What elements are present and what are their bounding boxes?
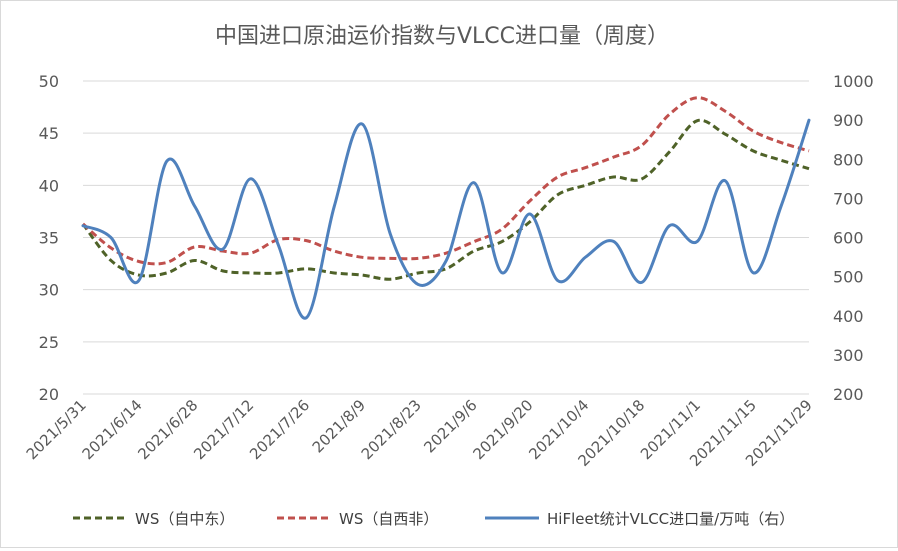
legend-label: WS（自中东）	[135, 510, 234, 528]
left-y-tick-label: 50	[39, 72, 59, 91]
left-y-tick-label: 30	[39, 281, 59, 300]
legend: WS（自中东） WS（自西非） HiFleet统计VLCC进口量/万吨（右）	[73, 510, 794, 528]
series-line	[81, 118, 811, 320]
series-line	[82, 96, 810, 266]
series-lines	[81, 96, 811, 320]
right-y-tick-label: 800	[833, 150, 864, 169]
right-y-tick-label: 400	[833, 307, 864, 326]
series-line	[81, 118, 810, 281]
x-tick-label: 2021/8/23	[358, 396, 425, 463]
x-tick-label: 2021/6/28	[134, 396, 201, 463]
left-y-tick-label: 25	[39, 333, 59, 352]
left-y-tick-label: 35	[39, 229, 59, 248]
right-y-tick-label: 500	[833, 268, 864, 287]
x-tick-label: 2021/7/12	[190, 396, 257, 463]
left-y-tick-label: 45	[39, 124, 59, 143]
left-y-axis: 20 25 30 35 40 45 50	[39, 72, 59, 404]
right-y-tick-label: 300	[833, 346, 864, 365]
right-y-tick-label: 1000	[833, 72, 874, 91]
gridlines	[83, 80, 809, 395]
left-y-tick-label: 20	[39, 385, 59, 404]
right-y-tick-label: 700	[833, 189, 864, 208]
right-y-tick-label: 200	[833, 385, 864, 404]
right-y-axis: 200 300 400 500 600 700 800 900 1000	[833, 72, 874, 404]
right-y-tick-label: 600	[833, 229, 864, 248]
legend-label: WS（自西非）	[339, 510, 438, 528]
x-tick-label: 2021/7/26	[246, 396, 313, 463]
x-tick-label: 2021/6/14	[79, 396, 146, 463]
x-axis: 2021/5/312021/6/142021/6/282021/7/122021…	[23, 396, 816, 470]
x-tick-label: 2021/5/31	[23, 396, 90, 463]
legend-label: HiFleet统计VLCC进口量/万吨（右）	[547, 510, 794, 528]
left-y-tick-label: 40	[39, 176, 59, 195]
right-y-tick-label: 900	[833, 111, 864, 130]
chart-title: 中国进口原油运价指数与VLCC进口量（周度）	[215, 24, 669, 49]
x-tick-label: 2021/9/20	[469, 396, 536, 463]
